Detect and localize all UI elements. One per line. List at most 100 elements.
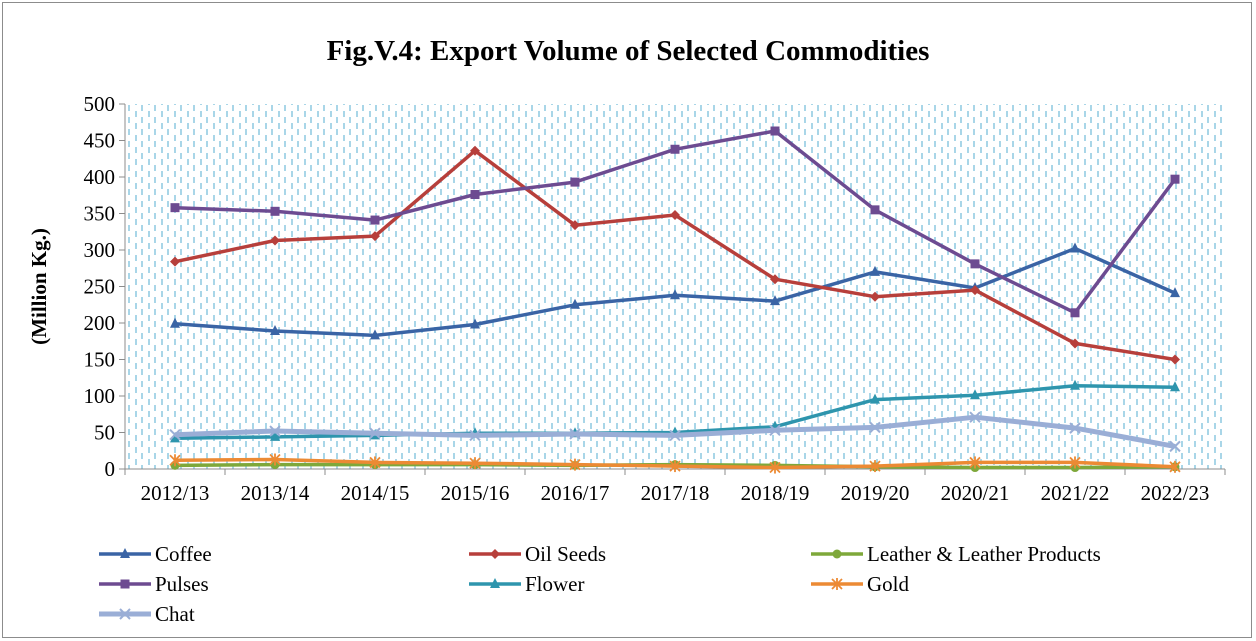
data-point-oil-seeds: [770, 274, 780, 285]
y-axis-label: (Million Kg.): [27, 228, 51, 345]
legend-swatch-marker: [490, 578, 500, 588]
legend-label: Oil Seeds: [525, 542, 606, 566]
data-point-pulses: [270, 206, 280, 216]
data-point-gold: [669, 460, 681, 473]
x-tick-labels: 2012/13 2013/14 2014/15 2015/16 2016/17 2017/…: [141, 481, 1210, 505]
data-point-chat: [569, 428, 581, 440]
data-point-chat: [969, 411, 981, 423]
legend-item-chat: Chat: [99, 602, 195, 626]
y-tick-label: 350: [84, 202, 116, 226]
data-point-coffee: [670, 289, 680, 300]
data-point-flower: [170, 432, 180, 443]
data-point-oil-seeds: [1170, 354, 1180, 365]
data-point-pulses: [170, 203, 180, 213]
data-point-coffee: [570, 298, 580, 309]
legend-label: Gold: [867, 572, 910, 596]
chart-title: Fig.V.4: Export Volume of Selected Commo…: [327, 35, 930, 67]
data-point-chat: [369, 427, 381, 439]
legend-item-coffee: Coffee: [99, 542, 212, 566]
data-point-pulses: [570, 177, 580, 187]
marker-stroke: [969, 411, 981, 423]
x-tick-label: 2022/23: [1141, 481, 1210, 505]
series-gold: [169, 453, 1181, 474]
data-point-pulses: [970, 259, 980, 269]
x-tick-label: 2017/18: [641, 481, 710, 505]
y-tick-label: 150: [84, 348, 116, 372]
series-oil-seeds: [170, 145, 1180, 365]
data-point-chat: [469, 429, 481, 442]
data-point-coffee: [770, 295, 780, 306]
data-point-coffee: [370, 329, 380, 340]
marker-stroke: [469, 429, 481, 442]
data-point-gold: [969, 456, 981, 469]
data-point-oil-seeds: [270, 235, 280, 246]
data-point-pulses: [1170, 174, 1180, 184]
legend: Coffee Oil Seeds Leather & Leather Product…: [99, 542, 1101, 626]
data-point-coffee: [1170, 287, 1180, 298]
x-tick-label: 2021/22: [1041, 481, 1110, 505]
y-tick-label: 450: [84, 129, 116, 153]
x-tick-label: 2018/19: [741, 481, 810, 505]
data-point-coffee: [170, 317, 180, 328]
marker-stroke: [769, 424, 781, 437]
series-chat: [169, 411, 1181, 453]
y-tick-labels: 0 50 100 150 200 250 300 350 400 450 500: [84, 92, 116, 481]
plot-area: [125, 104, 1225, 469]
data-point-coffee: [1070, 242, 1080, 253]
data-point-gold: [869, 460, 881, 473]
data-point-chat: [769, 424, 781, 437]
data-point-gold: [469, 457, 481, 470]
data-point-oil-seeds: [470, 145, 480, 156]
legend-item-pulses: Pulses: [99, 572, 209, 596]
data-point-gold: [1069, 456, 1081, 469]
series-pulses: [170, 126, 1180, 318]
marker-stroke: [869, 421, 881, 434]
data-point-oil-seeds: [1070, 338, 1080, 349]
data-point-chat: [669, 429, 681, 442]
legend-label: Chat: [155, 602, 195, 626]
marker-stroke: [669, 429, 681, 442]
x-tick-label: 2014/15: [341, 481, 410, 505]
data-point-flower: [970, 389, 980, 400]
y-tick-label: 0: [105, 457, 116, 481]
data-point-gold: [169, 454, 181, 467]
x-tick-label: 2019/20: [841, 481, 910, 505]
data-point-chat: [1169, 440, 1181, 453]
data-point-pulses: [870, 205, 880, 215]
marker-stroke: [369, 427, 381, 439]
chart-svg: Fig.V.4: Export Volume of Selected Commo…: [27, 35, 1226, 626]
data-point-gold: [1169, 460, 1181, 473]
data-point-coffee: [870, 265, 880, 276]
data-point-coffee: [270, 325, 280, 336]
marker-stroke: [119, 608, 131, 620]
data-point-oil-seeds: [170, 256, 180, 267]
data-point-gold: [569, 458, 581, 471]
marker-stroke: [569, 428, 581, 440]
data-point-flower: [270, 430, 280, 441]
x-tick-label: 2020/21: [941, 481, 1010, 505]
data-point-gold: [769, 461, 781, 474]
legend-item-leather-leather-products: Leather & Leather Products: [811, 542, 1101, 566]
legend-label: Pulses: [155, 572, 209, 596]
data-point-pulses: [370, 215, 380, 225]
legend-swatch-marker: [119, 608, 131, 620]
y-tick-label: 200: [84, 311, 116, 335]
data-point-chat: [169, 428, 181, 441]
marker-stroke: [1169, 440, 1181, 453]
data-point-pulses: [1070, 308, 1080, 318]
legend-item-gold: Gold: [811, 572, 910, 596]
x-tick-label: 2012/13: [141, 481, 210, 505]
x-tick-label: 2016/17: [541, 481, 610, 505]
y-tick-label: 100: [84, 384, 116, 408]
data-point-flower: [1070, 379, 1080, 390]
y-tick-label: 400: [84, 165, 116, 189]
marker-stroke: [269, 425, 281, 437]
y-tick-label: 250: [84, 275, 116, 299]
data-point-oil-seeds: [870, 291, 880, 302]
data-point-chat: [1069, 422, 1081, 434]
legend-item-flower: Flower: [469, 572, 585, 596]
data-point-gold: [269, 453, 281, 466]
data-point-pulses: [770, 126, 780, 136]
data-point-oil-seeds: [970, 285, 980, 296]
